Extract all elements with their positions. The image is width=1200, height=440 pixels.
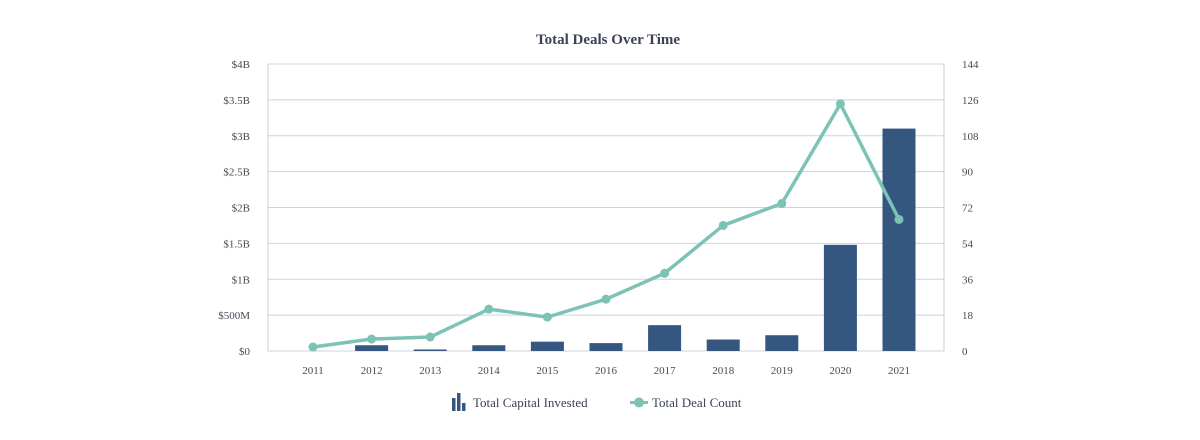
y-right-tick-label: 54 (962, 238, 974, 250)
deal-count-point-2021[interactable] (894, 214, 904, 224)
x-axis: 2011 2012 2013 2014 2015 2016 2017 2018 2019 2020… (302, 365, 910, 377)
deal-count-point-2020[interactable] (835, 99, 845, 109)
deal-count-point-2012[interactable] (367, 334, 377, 344)
y-right-tick-label: 108 (962, 131, 979, 143)
x-tick-label: 2014 (478, 365, 501, 377)
bar-2018[interactable] (706, 339, 740, 351)
x-tick-label: 2011 (302, 365, 324, 377)
y-right-tick-label: 126 (962, 95, 979, 107)
y-right-tick-label: 36 (962, 274, 974, 286)
line-marker-icon (630, 397, 648, 408)
bar-2016[interactable] (589, 343, 623, 351)
left-axis: $0 $500M $1B $1.5B $2B $2.5B $3B $3.5B $4B (218, 59, 250, 358)
y-left-tick-label: $0 (239, 346, 251, 358)
deal-count-point-2019[interactable] (777, 199, 787, 209)
bar-2021[interactable] (882, 128, 916, 351)
deal-count-point-2015[interactable] (542, 312, 552, 322)
y-left-tick-label: $2.5B (223, 167, 250, 179)
y-right-tick-label: 144 (962, 59, 979, 71)
y-left-tick-label: $4B (232, 59, 250, 71)
x-tick-label: 2021 (888, 365, 910, 377)
bar-2019[interactable] (765, 335, 799, 351)
x-tick-label: 2020 (829, 365, 852, 377)
deal-count-point-2018[interactable] (718, 220, 728, 230)
y-left-tick-label: $1.5B (223, 238, 250, 250)
x-tick-label: 2016 (595, 365, 618, 377)
bar-2020[interactable] (823, 244, 857, 351)
x-tick-label: 2012 (361, 365, 383, 377)
bar-2014[interactable] (472, 345, 506, 351)
grid-lines (267, 63, 945, 352)
y-right-tick-label: 0 (962, 346, 968, 358)
deal-count-point-2011[interactable] (308, 342, 318, 352)
deal-count-point-2014[interactable] (484, 304, 494, 314)
x-tick-label: 2019 (771, 365, 794, 377)
deal-count-line (312, 102, 901, 349)
deal-count-point-2013[interactable] (425, 332, 435, 342)
y-right-tick-label: 90 (962, 167, 974, 179)
line-series (308, 99, 904, 352)
bar-2017[interactable] (648, 325, 682, 351)
x-tick-label: 2015 (536, 365, 559, 377)
legend-label-capital[interactable]: Total Capital Invested (473, 395, 588, 410)
legend-label-deal-count[interactable]: Total Deal Count (652, 395, 742, 410)
bar-chart-icon (452, 393, 466, 411)
bar-2012[interactable] (355, 345, 389, 351)
y-right-tick-label: 18 (962, 310, 974, 322)
deal-count-point-2017[interactable] (660, 268, 670, 278)
bar-2015[interactable] (530, 341, 564, 351)
y-left-tick-label: $1B (232, 274, 250, 286)
y-right-tick-label: 72 (962, 203, 973, 215)
y-left-tick-label: $2B (232, 203, 250, 215)
bar-series (355, 128, 916, 352)
y-left-tick-label: $3.5B (223, 95, 250, 107)
right-axis: 0 18 36 54 72 90 108 126 144 (962, 59, 979, 358)
y-left-tick-label: $3B (232, 131, 250, 143)
chart-title: Total Deals Over Time (536, 32, 680, 48)
y-left-tick-label: $500M (218, 310, 250, 322)
x-tick-label: 2013 (419, 365, 442, 377)
legend: Total Capital Invested Total Deal Count (452, 393, 742, 411)
x-tick-label: 2018 (712, 365, 735, 377)
x-tick-label: 2017 (654, 365, 677, 377)
deal-count-point-2016[interactable] (601, 294, 611, 304)
bar-2013[interactable] (413, 349, 447, 352)
